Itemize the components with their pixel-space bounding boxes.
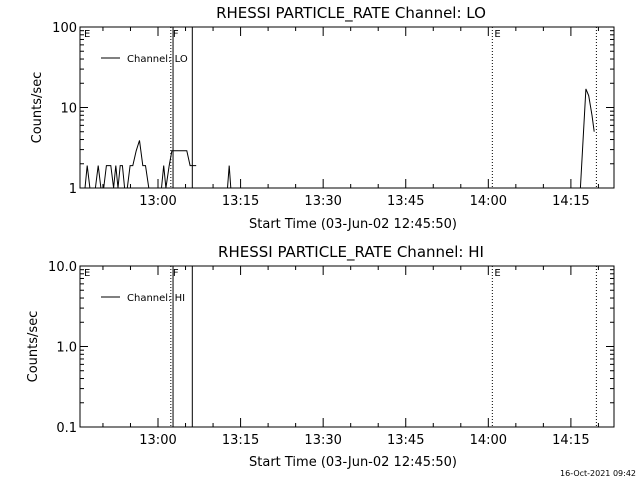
chart-title: RHESSI PARTICLE_RATE Channel: HI: [218, 243, 484, 262]
x-tick-label: 14:15: [552, 433, 589, 448]
x-axis-label: Start Time (03-Jun-02 12:45:50): [249, 455, 457, 470]
x-tick-label: 13:45: [387, 194, 424, 209]
footer-timestamp: 16-Oct-2021 09:42: [560, 469, 636, 478]
flag-label-e: E: [84, 268, 90, 279]
chart-title: RHESSI PARTICLE_RATE Channel: LO: [216, 4, 486, 23]
y-tick-label: 10.0: [48, 260, 77, 275]
plot-frame: [79, 26, 615, 189]
y-tick-label: 100: [52, 21, 77, 36]
y-axis-label: Counts/sec: [26, 311, 41, 383]
x-tick-label: 13:00: [139, 433, 176, 448]
chart-hi: RHESSI PARTICLE_RATE Channel: HI Start Ti…: [26, 243, 615, 470]
flag-label-f: F: [173, 268, 179, 279]
legend-entry: Channel: HI: [127, 293, 185, 304]
series-line-segment: [579, 88, 595, 189]
x-tick-label: 13:00: [139, 194, 176, 209]
flag-label-e: E: [494, 29, 500, 40]
x-tick-label: 14:00: [470, 433, 507, 448]
x-tick-label: 13:15: [222, 433, 259, 448]
plot-frame: [79, 265, 615, 428]
y-tick-label: 0.1: [56, 421, 77, 436]
x-tick-label: 13:30: [304, 433, 341, 448]
x-tick-label: 14:15: [552, 194, 589, 209]
x-tick-label: 13:15: [222, 194, 259, 209]
chart-lo: RHESSI PARTICLE_RATE Channel: LO Start Ti…: [30, 4, 615, 232]
x-tick-label: 13:45: [387, 433, 424, 448]
y-tick-label: 1.0: [56, 341, 77, 356]
y-tick-label: 1: [69, 182, 77, 197]
x-axis-label: Start Time (03-Jun-02 12:45:50): [249, 217, 457, 232]
series-line-segment: [227, 165, 232, 189]
flag-label-f: F: [173, 29, 179, 40]
legend-entry: Channel: LO: [127, 54, 188, 65]
y-axis-label: Counts/sec: [30, 72, 45, 144]
x-tick-label: 13:30: [304, 194, 341, 209]
x-tick-label: 14:00: [470, 194, 507, 209]
series-line-segment: [84, 140, 150, 189]
flag-label-e: E: [494, 268, 500, 279]
series-line-segment: [161, 150, 197, 189]
flag-label-e: E: [84, 29, 90, 40]
y-tick-label: 10: [60, 102, 77, 117]
